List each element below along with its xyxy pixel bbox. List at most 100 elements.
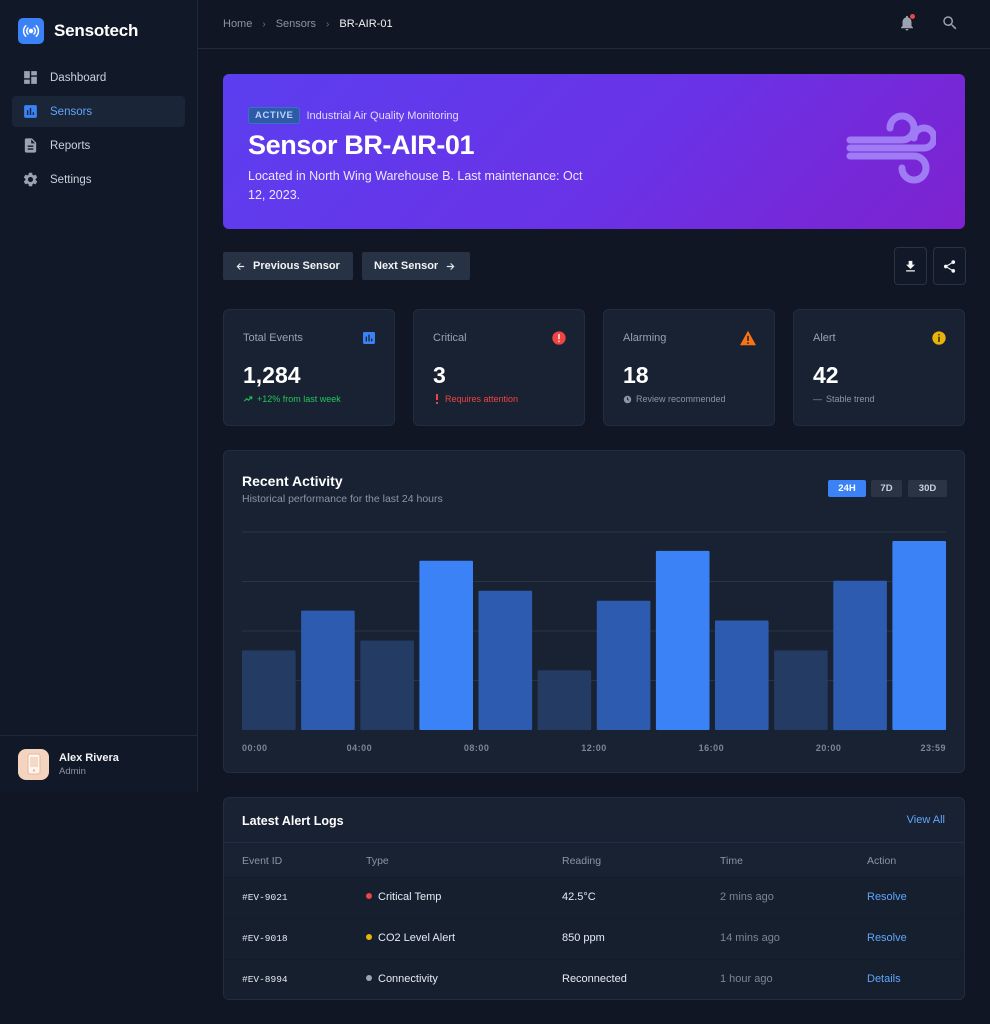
share-button[interactable] bbox=[933, 247, 966, 285]
trending-up-icon bbox=[243, 396, 253, 402]
event-type-label: Connectivity bbox=[378, 973, 438, 985]
chart-tick-label: 20:00 bbox=[816, 743, 842, 753]
column-header: Event ID bbox=[242, 855, 283, 867]
event-time: 2 mins ago bbox=[720, 891, 774, 903]
stat-value: 42 bbox=[813, 362, 839, 388]
table-header: Event ID Type Reading Time Action bbox=[224, 842, 964, 878]
sensor-hero-banner: ACTIVE Industrial Air Quality Monitoring… bbox=[223, 74, 965, 229]
sensor-category: Industrial Air Quality Monitoring bbox=[306, 109, 459, 122]
view-all-link[interactable]: View All bbox=[906, 814, 945, 826]
range-24h-button[interactable]: 24H bbox=[828, 480, 866, 497]
user-profile[interactable]: Alex Rivera Admin bbox=[0, 735, 197, 792]
chart-bar[interactable] bbox=[774, 650, 828, 730]
next-sensor-label: Next Sensor bbox=[374, 260, 439, 272]
stat-label: Critical bbox=[433, 332, 467, 344]
event-id: #EV-8994 bbox=[242, 974, 288, 985]
chart-bar[interactable] bbox=[478, 590, 533, 730]
event-time: 1 hour ago bbox=[720, 973, 773, 985]
bar-chart-icon bbox=[24, 105, 37, 118]
details-link[interactable]: Details bbox=[867, 973, 901, 985]
sidebar: Sensotech Dashboard Sensors Reports Sett… bbox=[0, 0, 198, 792]
breadcrumb-sensors[interactable]: Sensors bbox=[275, 18, 317, 30]
event-id: #EV-9021 bbox=[242, 892, 288, 903]
event-type-label: Critical Temp bbox=[378, 891, 442, 903]
sidebar-item-dashboard[interactable]: Dashboard bbox=[12, 62, 185, 93]
chart-bar[interactable] bbox=[419, 560, 473, 730]
stat-note-text: +12% from last week bbox=[257, 394, 341, 404]
sidebar-item-settings[interactable]: Settings bbox=[12, 164, 185, 195]
range-30d-button[interactable]: 30D bbox=[908, 480, 947, 497]
stat-note: +12% from last week bbox=[243, 394, 341, 404]
stat-note: Requires attention bbox=[433, 394, 518, 404]
resolve-link[interactable]: Resolve bbox=[867, 891, 907, 903]
stat-note: Review recommended bbox=[623, 394, 726, 404]
previous-sensor-button[interactable]: Previous Sensor bbox=[223, 252, 353, 280]
chart-tick-label: 12:00 bbox=[581, 743, 607, 753]
bell-icon bbox=[901, 15, 913, 31]
resolve-link[interactable]: Resolve bbox=[867, 932, 907, 944]
alert-logs-card: Latest Alert Logs View All Event ID Type… bbox=[223, 797, 965, 1000]
chart-bar[interactable] bbox=[301, 610, 355, 730]
event-time: 14 mins ago bbox=[720, 932, 780, 944]
chart-bar[interactable] bbox=[655, 550, 710, 730]
chart-bar[interactable] bbox=[242, 650, 296, 730]
chart-bar[interactable] bbox=[596, 600, 651, 730]
sidebar-nav: Dashboard Sensors Reports Settings bbox=[12, 62, 185, 198]
event-id: #EV-9018 bbox=[242, 933, 288, 944]
event-reading: 850 ppm bbox=[562, 932, 605, 944]
stat-card-critical: Critical 3 Requires attention bbox=[413, 309, 585, 426]
chart-tick-label: 16:00 bbox=[699, 743, 725, 753]
stat-note-text: Requires attention bbox=[445, 394, 519, 404]
sidebar-item-sensors[interactable]: Sensors bbox=[12, 96, 185, 127]
breadcrumb-home[interactable]: Home bbox=[223, 18, 253, 30]
chart-bar[interactable] bbox=[360, 640, 414, 731]
warning-icon bbox=[740, 330, 756, 346]
notifications-button[interactable] bbox=[898, 14, 916, 32]
status-dot bbox=[366, 934, 372, 941]
status-dot bbox=[366, 893, 372, 900]
stat-value: 3 bbox=[433, 362, 446, 388]
search-button[interactable] bbox=[941, 14, 959, 32]
stat-card-total-events: Total Events 1,284 +12% from last week bbox=[223, 309, 395, 426]
chart-bar[interactable] bbox=[537, 670, 592, 730]
arrow-right-icon bbox=[446, 262, 455, 270]
sidebar-item-reports[interactable]: Reports bbox=[12, 130, 185, 161]
stat-value: 1,284 bbox=[243, 362, 301, 388]
user-role: Admin bbox=[59, 765, 86, 777]
breadcrumb-current: BR-AIR-01 bbox=[339, 18, 393, 30]
info-icon bbox=[932, 331, 946, 345]
event-type-label: CO2 Level Alert bbox=[378, 932, 456, 944]
document-icon bbox=[24, 138, 37, 153]
page-title: Sensor BR-AIR-01 bbox=[248, 130, 475, 160]
previous-sensor-label: Previous Sensor bbox=[253, 260, 340, 272]
chart-bar[interactable] bbox=[892, 541, 946, 730]
brand[interactable]: Sensotech bbox=[18, 18, 138, 44]
share-icon bbox=[943, 259, 956, 273]
column-header: Action bbox=[867, 855, 897, 867]
download-icon bbox=[906, 260, 915, 271]
next-sensor-button[interactable]: Next Sensor bbox=[362, 252, 470, 280]
sidebar-item-label: Dashboard bbox=[50, 71, 107, 84]
chevron-right-icon: › bbox=[262, 18, 266, 30]
event-type: Critical Temp bbox=[366, 891, 441, 903]
table-row: #EV-9018 CO2 Level Alert 850 ppm 14 mins… bbox=[224, 918, 964, 959]
range-7d-button[interactable]: 7D bbox=[871, 480, 902, 497]
brand-name: Sensotech bbox=[54, 21, 139, 40]
sidebar-item-label: Settings bbox=[50, 173, 92, 186]
event-type: CO2 Level Alert bbox=[366, 932, 455, 944]
download-button[interactable] bbox=[894, 247, 927, 285]
column-header: Time bbox=[720, 855, 743, 867]
chart-bar[interactable] bbox=[833, 580, 887, 731]
status-dot bbox=[366, 975, 372, 982]
stat-card-alarming: Alarming 18 Review recommended bbox=[603, 309, 775, 426]
sensor-description: Located in North Wing Warehouse B. Last … bbox=[248, 169, 583, 202]
user-name: Alex Rivera bbox=[59, 751, 119, 764]
table-row: #EV-8994 Connectivity Reconnected 1 hour… bbox=[224, 959, 964, 999]
stat-card-alert: Alert 42 — Stable trend bbox=[793, 309, 965, 426]
chart-bar[interactable] bbox=[715, 620, 769, 731]
error-icon bbox=[552, 331, 566, 345]
stat-note-text: Review recommended bbox=[636, 394, 726, 404]
notification-dot bbox=[910, 14, 915, 19]
recent-activity-card: Recent Activity Historical performance f… bbox=[223, 450, 965, 773]
event-reading: 42.5°C bbox=[562, 891, 596, 903]
